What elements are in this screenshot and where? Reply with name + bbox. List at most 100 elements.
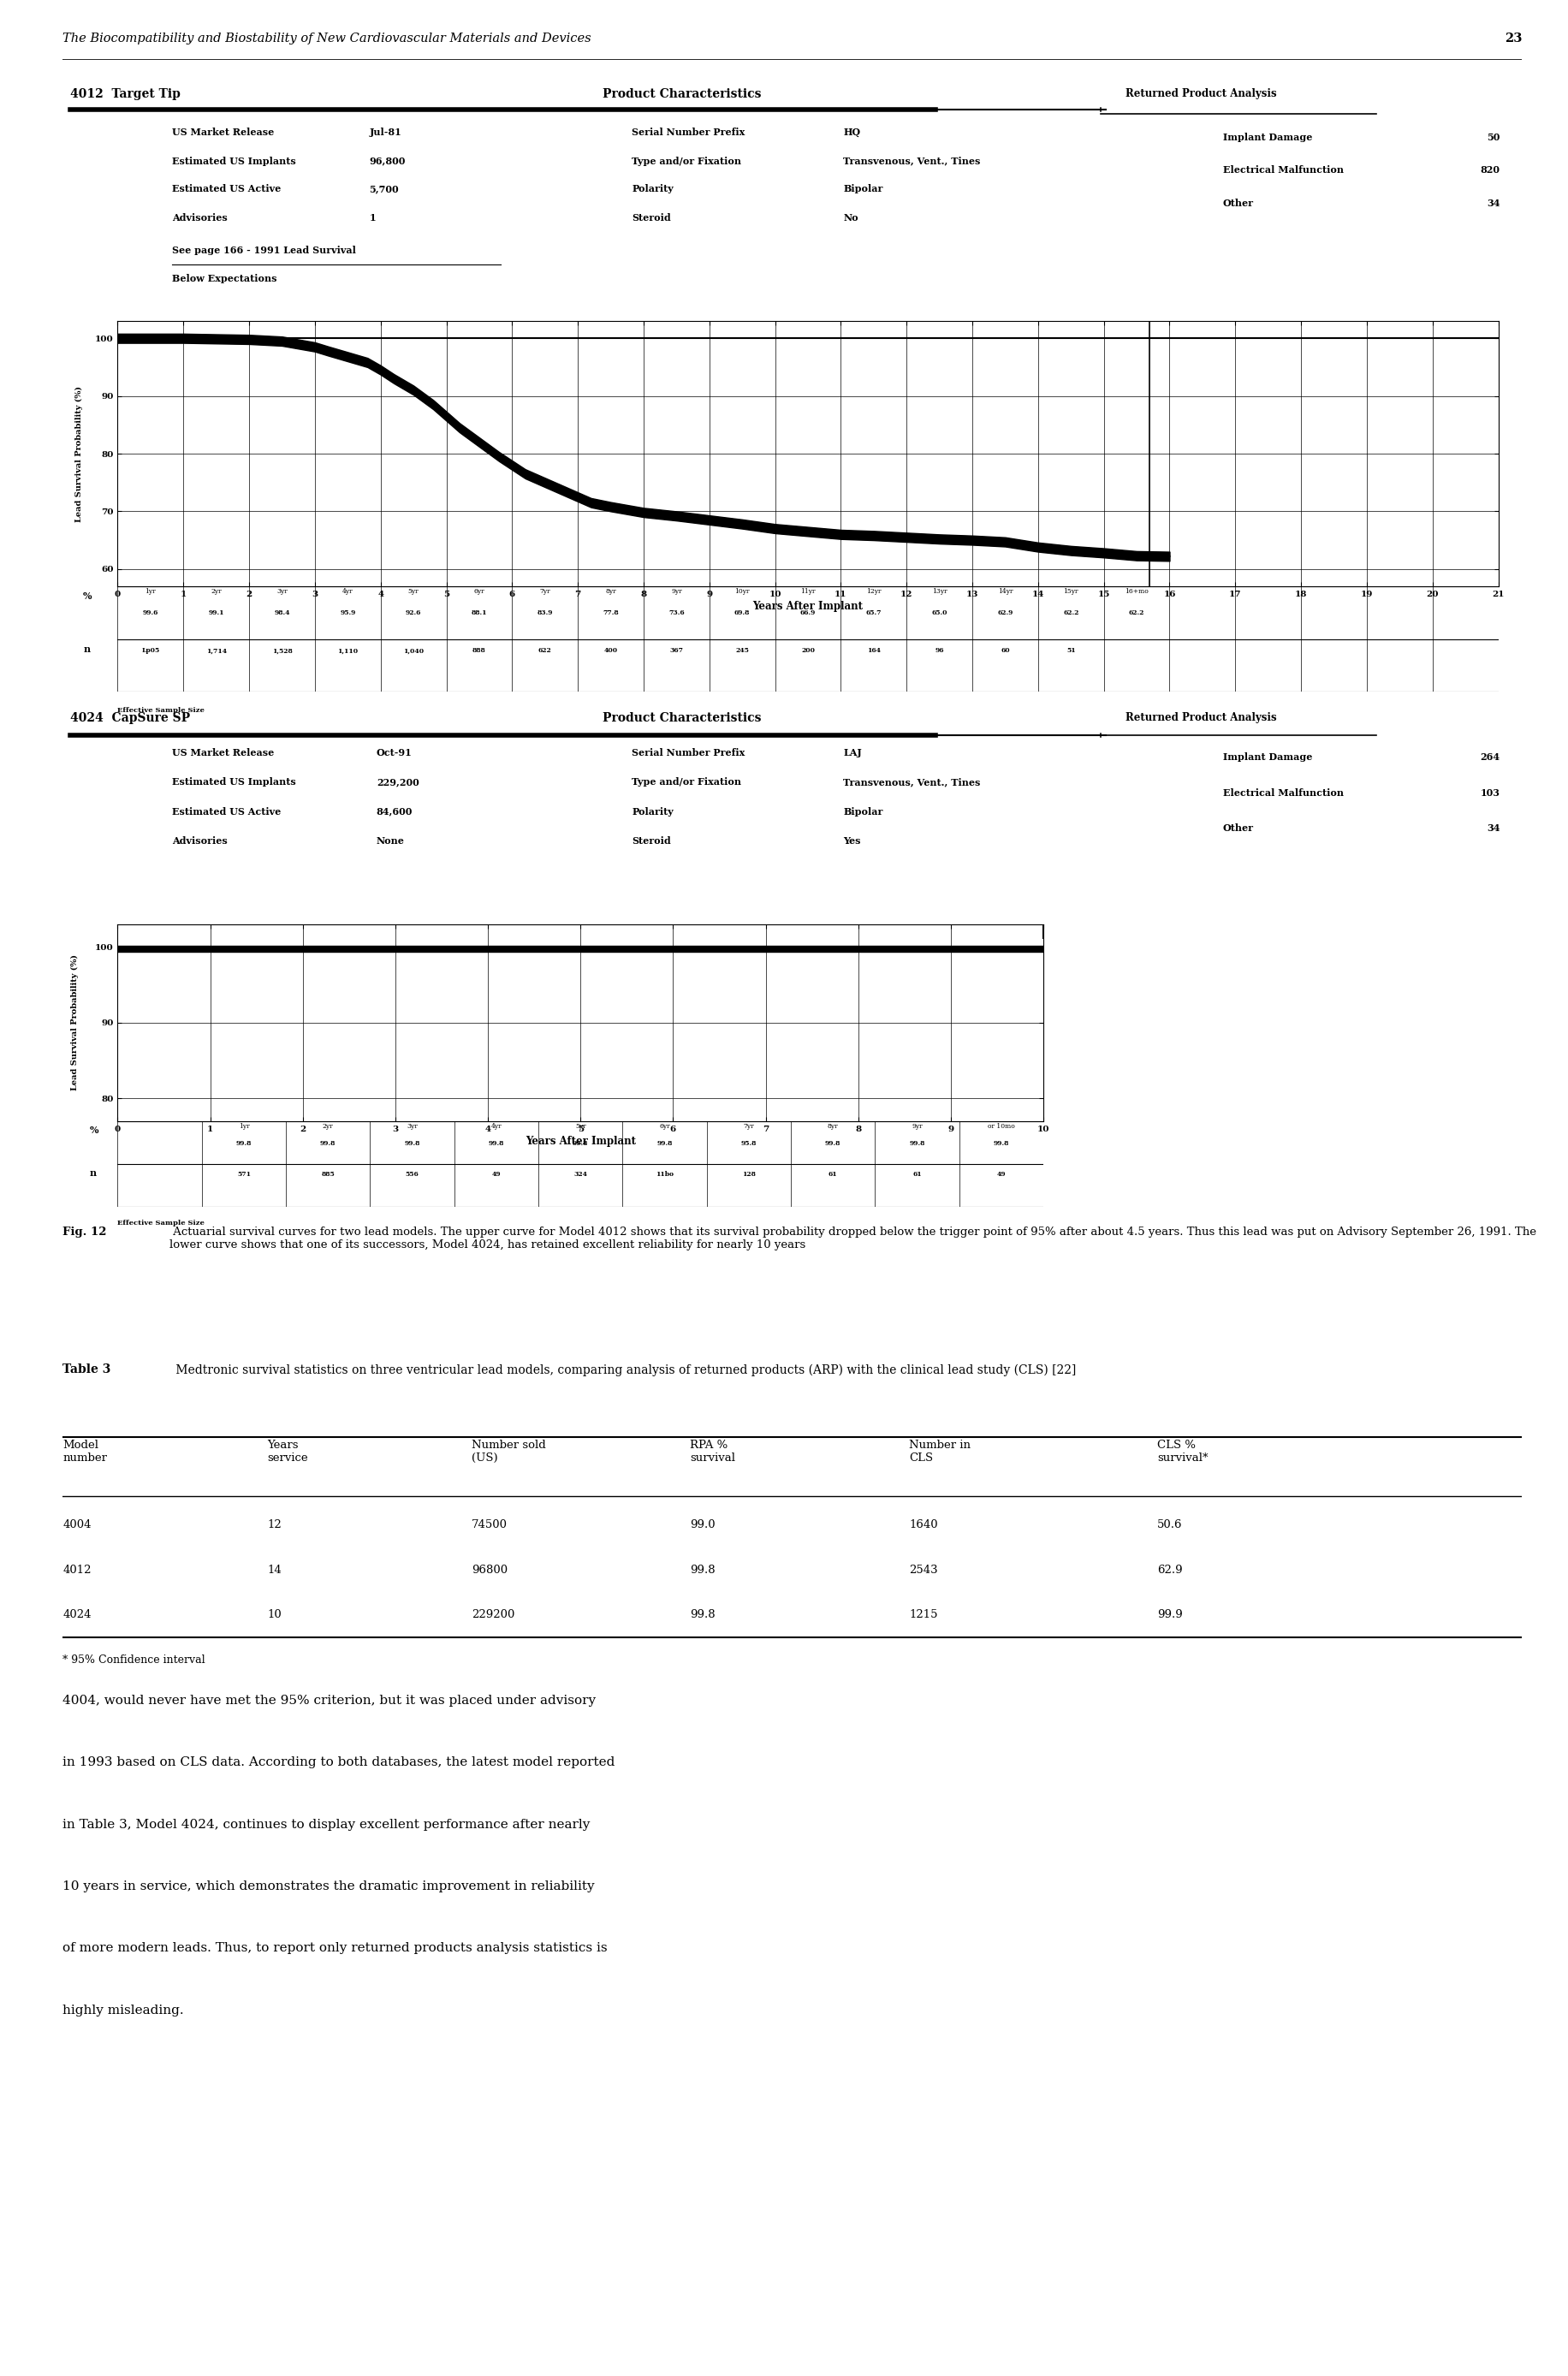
Text: Model
number: Model number: [63, 1440, 107, 1464]
Y-axis label: Lead Survival Probability (%): Lead Survival Probability (%): [71, 955, 78, 1091]
Text: 229200: 229200: [470, 1609, 514, 1620]
Text: 62.9: 62.9: [1157, 1563, 1182, 1575]
Text: n: n: [83, 644, 89, 653]
Text: Serial Number Prefix: Serial Number Prefix: [632, 128, 745, 138]
Text: 4yr: 4yr: [491, 1124, 502, 1131]
Text: 5,700: 5,700: [368, 185, 398, 195]
Text: 2yr: 2yr: [210, 589, 221, 596]
Text: Polarity: Polarity: [632, 185, 673, 195]
Text: RPA %
survival: RPA % survival: [690, 1440, 735, 1464]
Text: 1,528: 1,528: [271, 646, 292, 653]
Text: 61: 61: [913, 1171, 920, 1178]
Text: Effective Sample Size: Effective Sample Size: [118, 708, 205, 715]
Text: 65.7: 65.7: [866, 611, 881, 615]
Text: 1640: 1640: [908, 1518, 938, 1530]
Text: US Market Release: US Market Release: [172, 748, 274, 758]
Text: 8yr: 8yr: [826, 1124, 837, 1131]
Text: Electrical Malfunction: Electrical Malfunction: [1221, 789, 1342, 798]
Text: of more modern leads. Thus, to report only returned products analysis statistics: of more modern leads. Thus, to report on…: [63, 1941, 607, 1953]
Text: 9yr: 9yr: [911, 1124, 922, 1131]
Text: Estimated US Implants: Estimated US Implants: [172, 157, 296, 166]
Text: 96800: 96800: [470, 1563, 506, 1575]
Text: 200: 200: [801, 646, 814, 653]
Text: 367: 367: [670, 646, 684, 653]
Text: in Table 3, Model 4024, continues to display excellent performance after nearly: in Table 3, Model 4024, continues to dis…: [63, 1818, 590, 1830]
Text: 11yr: 11yr: [800, 589, 815, 596]
Text: Other: Other: [1221, 200, 1253, 209]
Text: 95.8: 95.8: [740, 1140, 756, 1148]
Text: Below Expectations: Below Expectations: [172, 273, 278, 283]
Text: 99.8: 99.8: [320, 1140, 336, 1148]
Text: 571: 571: [237, 1171, 251, 1178]
Text: 99.8: 99.8: [690, 1563, 715, 1575]
Text: 9yr: 9yr: [671, 589, 682, 596]
Text: Table 3: Table 3: [63, 1364, 111, 1376]
Text: Estimated US Implants: Estimated US Implants: [172, 777, 296, 786]
Text: Yes: Yes: [844, 836, 861, 846]
Text: 5yr: 5yr: [575, 1124, 585, 1131]
Text: 820: 820: [1480, 166, 1499, 176]
Text: US Market Release: US Market Release: [172, 128, 274, 138]
Text: Returned Product Analysis: Returned Product Analysis: [1124, 713, 1276, 725]
Text: 400: 400: [604, 646, 618, 653]
Text: 888: 888: [472, 646, 486, 653]
Text: Estimated US Active: Estimated US Active: [172, 185, 281, 195]
Text: 12: 12: [267, 1518, 281, 1530]
Text: in 1993 based on CLS data. According to both databases, the latest model reporte: in 1993 based on CLS data. According to …: [63, 1756, 615, 1768]
Text: n: n: [89, 1169, 97, 1178]
Text: Advisories: Advisories: [172, 836, 227, 846]
Text: 4yr: 4yr: [342, 589, 353, 596]
Text: 1,110: 1,110: [337, 646, 358, 653]
Text: 6yr: 6yr: [659, 1124, 670, 1131]
Text: Medtronic survival statistics on three ventricular lead models, comparing analys: Medtronic survival statistics on three v…: [172, 1364, 1076, 1376]
Text: 62.2: 62.2: [1129, 611, 1145, 615]
Bar: [938, 97, 1098, 126]
Text: CLS %
survival*: CLS % survival*: [1157, 1440, 1207, 1464]
Text: 99.8: 99.8: [572, 1140, 588, 1148]
Text: 99.1: 99.1: [209, 611, 224, 615]
Text: Serial Number Prefix: Serial Number Prefix: [632, 748, 745, 758]
Text: Type and/or Fixation: Type and/or Fixation: [632, 777, 742, 786]
Text: or 10mo: or 10mo: [988, 1124, 1014, 1131]
Text: 4024: 4024: [63, 1609, 91, 1620]
Text: 1215: 1215: [908, 1609, 938, 1620]
Text: 95.9: 95.9: [340, 611, 356, 615]
Text: 13yr: 13yr: [931, 589, 947, 596]
Text: 324: 324: [574, 1171, 586, 1178]
X-axis label: Years After Implant: Years After Implant: [753, 601, 862, 611]
Bar: [938, 722, 1098, 753]
X-axis label: Years After Implant: Years After Implant: [525, 1136, 635, 1148]
Text: 164: 164: [867, 646, 880, 653]
Text: 83.9: 83.9: [536, 611, 552, 615]
Text: 14yr: 14yr: [997, 589, 1011, 596]
Text: 2543: 2543: [908, 1563, 938, 1575]
Text: Number in
CLS: Number in CLS: [908, 1440, 971, 1464]
Text: 50: 50: [1486, 133, 1499, 143]
Text: 49: 49: [996, 1171, 1005, 1178]
Text: 4024  CapSure SP: 4024 CapSure SP: [71, 713, 190, 725]
Text: Product Characteristics: Product Characteristics: [602, 713, 760, 725]
Text: 99.8: 99.8: [405, 1140, 420, 1148]
Text: Transvenous, Vent., Tines: Transvenous, Vent., Tines: [844, 777, 980, 786]
Text: Number sold
(US): Number sold (US): [470, 1440, 546, 1464]
Text: 103: 103: [1480, 789, 1499, 798]
Text: 99.8: 99.8: [690, 1609, 715, 1620]
Text: Type and/or Fixation: Type and/or Fixation: [632, 157, 742, 166]
Text: 99.8: 99.8: [657, 1140, 673, 1148]
Text: Other: Other: [1221, 824, 1253, 834]
Text: 4012  Target Tip: 4012 Target Tip: [71, 88, 180, 100]
Text: The Biocompatibility and Biostability of New Cardiovascular Materials and Device: The Biocompatibility and Biostability of…: [63, 33, 591, 45]
Text: HQ: HQ: [844, 128, 861, 138]
Text: Fig. 12: Fig. 12: [63, 1226, 107, 1238]
Text: Jul-81: Jul-81: [368, 128, 401, 138]
Text: 99.8: 99.8: [235, 1140, 251, 1148]
Text: 3yr: 3yr: [406, 1124, 417, 1131]
Text: Lp05: Lp05: [141, 646, 160, 653]
Text: 4012: 4012: [63, 1563, 91, 1575]
Text: 62.2: 62.2: [1063, 611, 1079, 615]
Text: Oct-91: Oct-91: [376, 748, 412, 758]
Text: 1: 1: [368, 214, 375, 221]
Text: 11bo: 11bo: [655, 1171, 673, 1178]
Text: highly misleading.: highly misleading.: [63, 2003, 183, 2017]
Text: 10yr: 10yr: [734, 589, 750, 596]
